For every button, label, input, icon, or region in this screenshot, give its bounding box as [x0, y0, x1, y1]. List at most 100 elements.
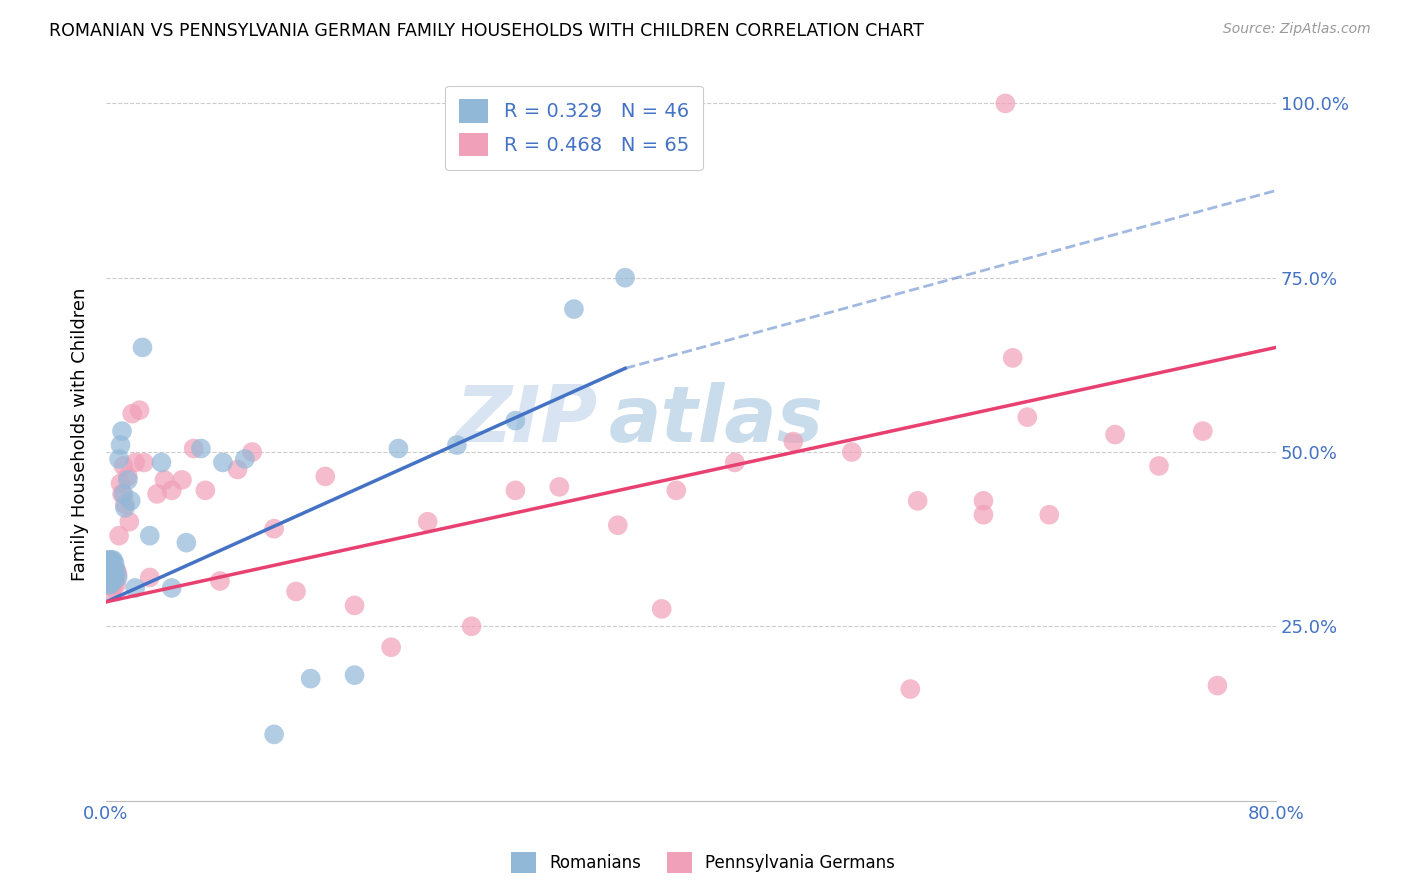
Point — [131, 340, 153, 354]
Y-axis label: Family Households with Children: Family Households with Children — [72, 288, 89, 582]
Point — [114, 497, 136, 511]
Point — [117, 469, 139, 483]
Point — [112, 487, 135, 501]
Point — [972, 493, 994, 508]
Point — [1017, 410, 1039, 425]
Point — [103, 567, 125, 582]
Point — [841, 445, 863, 459]
Point — [100, 567, 122, 582]
Point — [96, 567, 118, 582]
Point — [212, 455, 235, 469]
Point — [100, 560, 122, 574]
Point — [103, 553, 125, 567]
Point — [103, 560, 125, 574]
Point — [105, 564, 128, 578]
Point — [562, 301, 585, 316]
Point — [548, 480, 571, 494]
Text: ZIP: ZIP — [456, 382, 598, 458]
Text: Source: ZipAtlas.com: Source: ZipAtlas.com — [1223, 22, 1371, 37]
Point — [97, 564, 120, 578]
Point — [505, 414, 527, 428]
Point — [343, 668, 366, 682]
Point — [651, 602, 673, 616]
Point — [128, 403, 150, 417]
Point — [114, 500, 136, 515]
Point — [111, 487, 134, 501]
Point — [117, 473, 139, 487]
Point — [98, 564, 121, 578]
Point — [124, 455, 146, 469]
Point — [614, 270, 637, 285]
Point — [97, 567, 120, 582]
Point — [96, 567, 118, 582]
Point — [105, 564, 128, 578]
Point — [120, 493, 142, 508]
Point — [387, 442, 409, 456]
Point — [299, 672, 322, 686]
Legend: R = 0.329   N = 46, R = 0.468   N = 65: R = 0.329 N = 46, R = 0.468 N = 65 — [446, 86, 703, 170]
Text: atlas: atlas — [609, 382, 824, 458]
Point — [107, 570, 129, 584]
Point — [240, 445, 263, 459]
Point — [176, 535, 198, 549]
Point — [98, 584, 121, 599]
Point — [105, 577, 128, 591]
Point — [146, 487, 169, 501]
Point — [208, 574, 231, 588]
Point — [110, 476, 132, 491]
Point — [97, 557, 120, 571]
Point — [98, 577, 121, 591]
Point — [460, 619, 482, 633]
Point — [1001, 351, 1024, 365]
Point — [96, 577, 118, 591]
Point — [100, 577, 122, 591]
Point — [1191, 424, 1213, 438]
Point — [98, 567, 121, 582]
Point — [124, 581, 146, 595]
Point — [446, 438, 468, 452]
Point — [112, 458, 135, 473]
Point — [285, 584, 308, 599]
Point — [103, 570, 125, 584]
Point — [110, 438, 132, 452]
Point — [782, 434, 804, 449]
Point — [132, 455, 155, 469]
Point — [96, 574, 118, 588]
Point — [104, 557, 127, 571]
Point — [111, 424, 134, 438]
Point — [100, 553, 122, 567]
Point — [1038, 508, 1060, 522]
Point — [104, 574, 127, 588]
Legend: Romanians, Pennsylvania Germans: Romanians, Pennsylvania Germans — [505, 846, 901, 880]
Point — [1206, 679, 1229, 693]
Point — [972, 508, 994, 522]
Point — [1104, 427, 1126, 442]
Point — [121, 407, 143, 421]
Point — [898, 681, 921, 696]
Point — [1147, 458, 1170, 473]
Point — [665, 483, 688, 498]
Point — [183, 442, 205, 456]
Point — [505, 483, 527, 498]
Point — [190, 442, 212, 456]
Point — [226, 462, 249, 476]
Point — [194, 483, 217, 498]
Point — [108, 452, 131, 467]
Point — [107, 567, 129, 582]
Point — [97, 577, 120, 591]
Point — [907, 493, 929, 508]
Point — [606, 518, 628, 533]
Point — [118, 515, 141, 529]
Point — [343, 599, 366, 613]
Point — [263, 522, 285, 536]
Point — [98, 553, 121, 567]
Point — [314, 469, 336, 483]
Point — [416, 515, 439, 529]
Point — [170, 473, 193, 487]
Point — [233, 452, 256, 467]
Point — [96, 553, 118, 567]
Point — [108, 529, 131, 543]
Point — [139, 529, 162, 543]
Point — [103, 574, 125, 588]
Point — [97, 574, 120, 588]
